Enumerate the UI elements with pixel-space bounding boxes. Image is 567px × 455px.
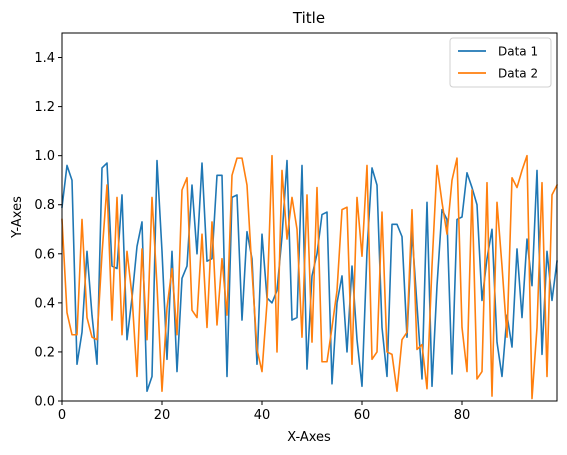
y-tick-label: 1.2 bbox=[34, 100, 55, 115]
legend-label-1: Data 1 bbox=[498, 45, 538, 59]
y-tick-label: 0.0 bbox=[34, 395, 55, 410]
x-tick-label: 0 bbox=[58, 408, 66, 423]
y-tick-label: 0.6 bbox=[34, 247, 55, 262]
series-layer bbox=[61, 154, 559, 400]
y-tick-label: 0.4 bbox=[34, 296, 55, 311]
legend: Data 1 Data 2 bbox=[449, 37, 552, 88]
x-tick-label: 80 bbox=[454, 408, 471, 423]
y-tick-label: 0.8 bbox=[34, 198, 55, 213]
y-axis: 0.0 0.2 0.4 0.6 0.8 1.0 1.2 1.4 bbox=[34, 51, 62, 410]
plot-frame bbox=[61, 32, 558, 402]
plot-background bbox=[62, 33, 557, 401]
series-line-2 bbox=[61, 154, 559, 400]
y-tick-label: 0.2 bbox=[34, 345, 55, 360]
x-axis-label: X-Axes bbox=[287, 430, 331, 445]
plot-area bbox=[61, 32, 559, 402]
y-tick-label: 1.4 bbox=[34, 51, 55, 66]
legend-label-2: Data 2 bbox=[498, 67, 538, 81]
x-tick-label: 40 bbox=[254, 408, 271, 423]
y-axis-label: Y-Axes bbox=[10, 196, 25, 239]
x-axis: 0 20 40 60 80 bbox=[58, 401, 470, 423]
y-tick-label: 1.0 bbox=[34, 149, 55, 164]
x-tick-label: 20 bbox=[154, 408, 171, 423]
chart-title: Title bbox=[292, 9, 325, 27]
x-tick-label: 60 bbox=[354, 408, 371, 423]
